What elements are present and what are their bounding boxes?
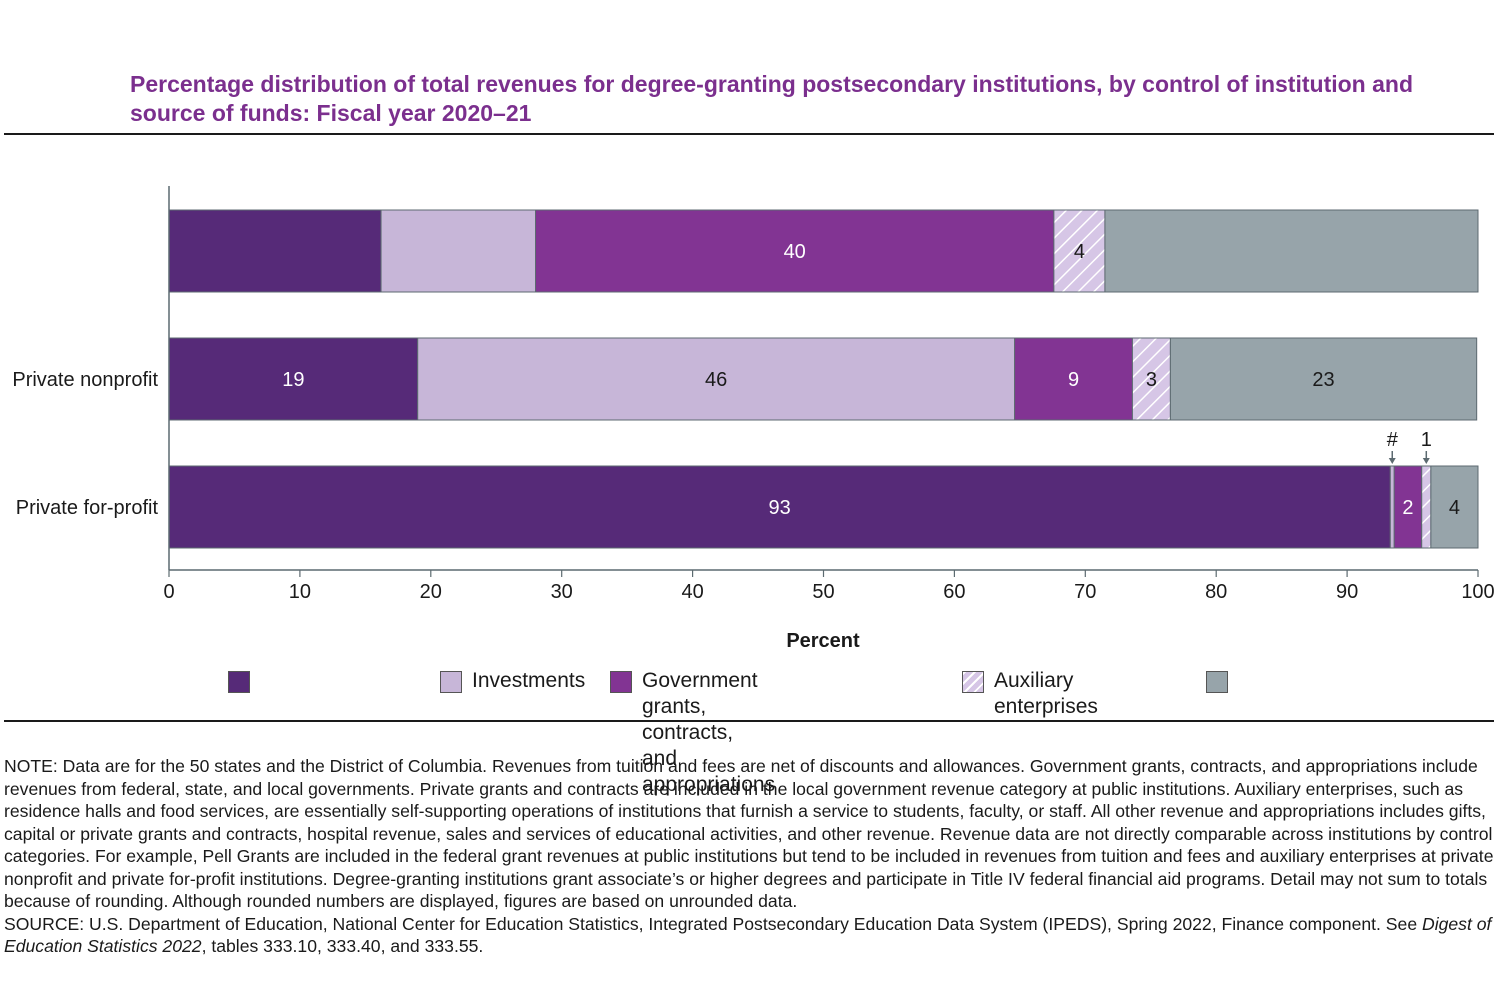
data-label-private-nonprofit-government-grants-contracts-and-appropriations: 9	[1068, 369, 1079, 391]
source-publication: Digest of Education Statistics 2022	[4, 913, 1492, 957]
bar-private-nonprofit-government-grants-contracts-and-appropriations	[1014, 337, 1133, 421]
x-tick-label-50: 50	[812, 581, 834, 603]
legend-swatch-auxiliary-enterprises	[962, 671, 984, 693]
x-tick-label-60: 60	[943, 581, 965, 603]
source-paragraph: SOURCE: U.S. Department of Education, Na…	[4, 913, 1499, 958]
data-label-private-nonprofit-auxiliary-enterprises: 3	[1146, 369, 1157, 391]
legend-swatch-investments	[440, 671, 462, 693]
bar-public-auxiliary-enterprises	[1053, 209, 1106, 293]
x-tick-label-100: 100	[1461, 581, 1494, 603]
bar-private-for-profit-investments	[1389, 465, 1395, 549]
bar-public-tuition-and-fees	[168, 209, 382, 293]
note-label: NOTE:	[4, 756, 63, 776]
note-text: Data are for the 50 states and the Distr…	[4, 756, 1494, 911]
callout-arrowhead-private-for-profit-investments	[1388, 458, 1396, 464]
bar-private-nonprofit-investments	[417, 337, 1016, 421]
bar-public-investments	[380, 209, 537, 293]
data-label-public-government-grants-contracts-and-appropriations: 40	[784, 241, 806, 263]
bar-private-for-profit-tuition-and-fees	[168, 465, 1391, 549]
category-label-private-for-profit: Private for-profit	[16, 497, 159, 519]
source-tables: , tables 333.10, 333.40, and 333.55.	[201, 936, 484, 956]
bar-private-nonprofit-auxiliary-enterprises	[1131, 337, 1171, 421]
chart-title: Percentage distribution of total revenue…	[130, 71, 1413, 126]
callout-arrowhead-private-for-profit-auxiliary-enterprises	[1422, 458, 1430, 464]
data-label-private-nonprofit-investments: 46	[705, 369, 727, 391]
bar-public-all-other-revenue-and-appropriations	[1104, 209, 1479, 293]
x-tick-label-0: 0	[163, 581, 174, 603]
x-tick-label-20: 20	[420, 581, 442, 603]
data-label-private-nonprofit-tuition-and-fees: 19	[282, 369, 304, 391]
bar-private-for-profit-government-grants-contracts-and-appropriations	[1393, 465, 1423, 549]
x-tick-label-10: 10	[289, 581, 311, 603]
x-axis-label: Percent	[786, 630, 860, 652]
bar-private-nonprofit-all-other-revenue-and-appropriations	[1169, 337, 1478, 421]
callout-label-private-for-profit-auxiliary-enterprises: 1	[1421, 429, 1432, 451]
callout-label-private-for-profit-investments: #	[1387, 429, 1399, 451]
legend-swatch-government-grants-contracts-and-appropriations	[610, 671, 632, 693]
x-tick-label-40: 40	[681, 581, 703, 603]
bar-private-for-profit-auxiliary-enterprises	[1421, 465, 1432, 549]
legend-label-auxiliary-enterprises: Auxiliary enterprises	[994, 669, 1098, 718]
legend-label-investments: Investments	[472, 669, 586, 692]
legend-label-government-grants-contracts-and-appropriations: Government grants, contracts, and approp…	[642, 669, 776, 796]
x-tick-label-80: 80	[1205, 581, 1227, 603]
x-tick-label-30: 30	[551, 581, 573, 603]
title-rule	[4, 133, 1494, 135]
notes: NOTE: Data are for the 50 states and the…	[4, 755, 1499, 958]
category-label-private-nonprofit: Private nonprofit	[12, 369, 158, 391]
data-label-private-for-profit-all-other-revenue-and-appropriations: 4	[1449, 497, 1460, 519]
x-tick-label-70: 70	[1074, 581, 1096, 603]
bar-private-for-profit-all-other-revenue-and-appropriations	[1430, 465, 1479, 549]
source-text: SOURCE: U.S. Department of Education, Na…	[4, 913, 1422, 934]
legend-swatch-all-other-revenue-and-appropriations	[1206, 671, 1228, 693]
x-tick-label-90: 90	[1336, 581, 1358, 603]
legend: Investments Government grants, contracts,…	[228, 668, 1428, 796]
bar-private-nonprofit-tuition-and-fees	[168, 337, 419, 421]
data-label-private-for-profit-tuition-and-fees: 93	[769, 497, 791, 519]
bar-public-government-grants-contracts-and-appropriations	[535, 209, 1055, 293]
data-label-private-nonprofit-all-other-revenue-and-appropriations: 23	[1312, 369, 1334, 391]
note-paragraph: NOTE: Data are for the 50 states and the…	[4, 755, 1499, 913]
legend-swatch-tuition-and-fees	[228, 671, 250, 693]
data-label-public-auxiliary-enterprises: 4	[1074, 241, 1085, 263]
data-label-private-for-profit-government-grants-contracts-and-appropriations: 2	[1402, 497, 1413, 519]
notes-rule	[4, 720, 1494, 722]
